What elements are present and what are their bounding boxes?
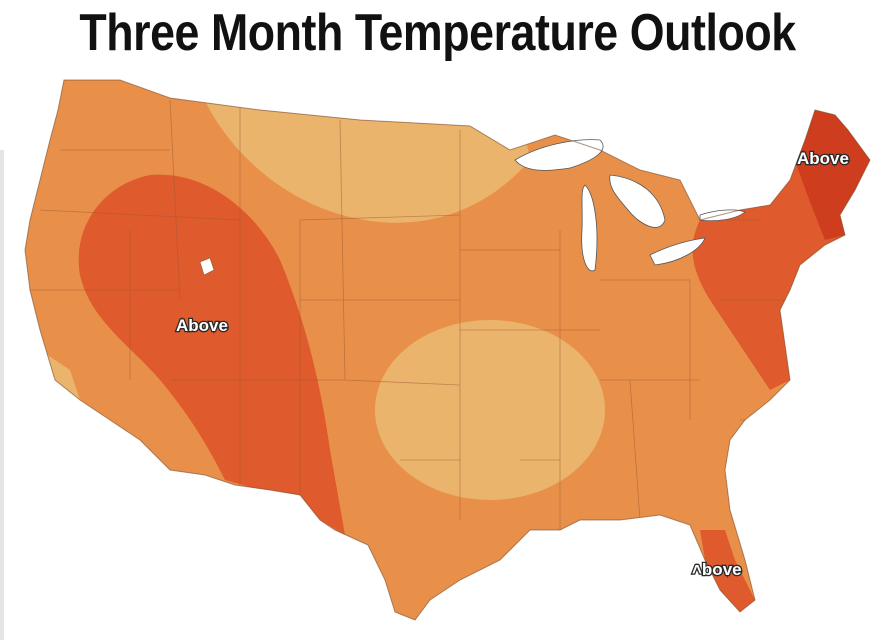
label-above-florida: ˄bove <box>692 560 742 579</box>
state-boundaries <box>30 99 790 530</box>
lake-ontario <box>699 209 746 222</box>
northeast-darker-region <box>795 110 870 240</box>
label-above-northeast: Above <box>797 149 849 168</box>
florida-above-region <box>700 530 755 612</box>
lake-michigan <box>581 184 598 272</box>
great-lakes <box>514 139 746 272</box>
left-edge-bar <box>0 150 4 640</box>
us-temperature-map: Above Above ˄bove <box>24 79 871 621</box>
great-salt-lake <box>199 257 215 276</box>
west-above-region <box>78 174 345 535</box>
central-near-normal-region <box>375 320 605 500</box>
lake-huron <box>609 174 666 228</box>
map-title: Three Month Temperature Outlook <box>79 4 796 62</box>
lake-erie <box>649 237 706 266</box>
label-above-west: Above <box>176 316 228 335</box>
